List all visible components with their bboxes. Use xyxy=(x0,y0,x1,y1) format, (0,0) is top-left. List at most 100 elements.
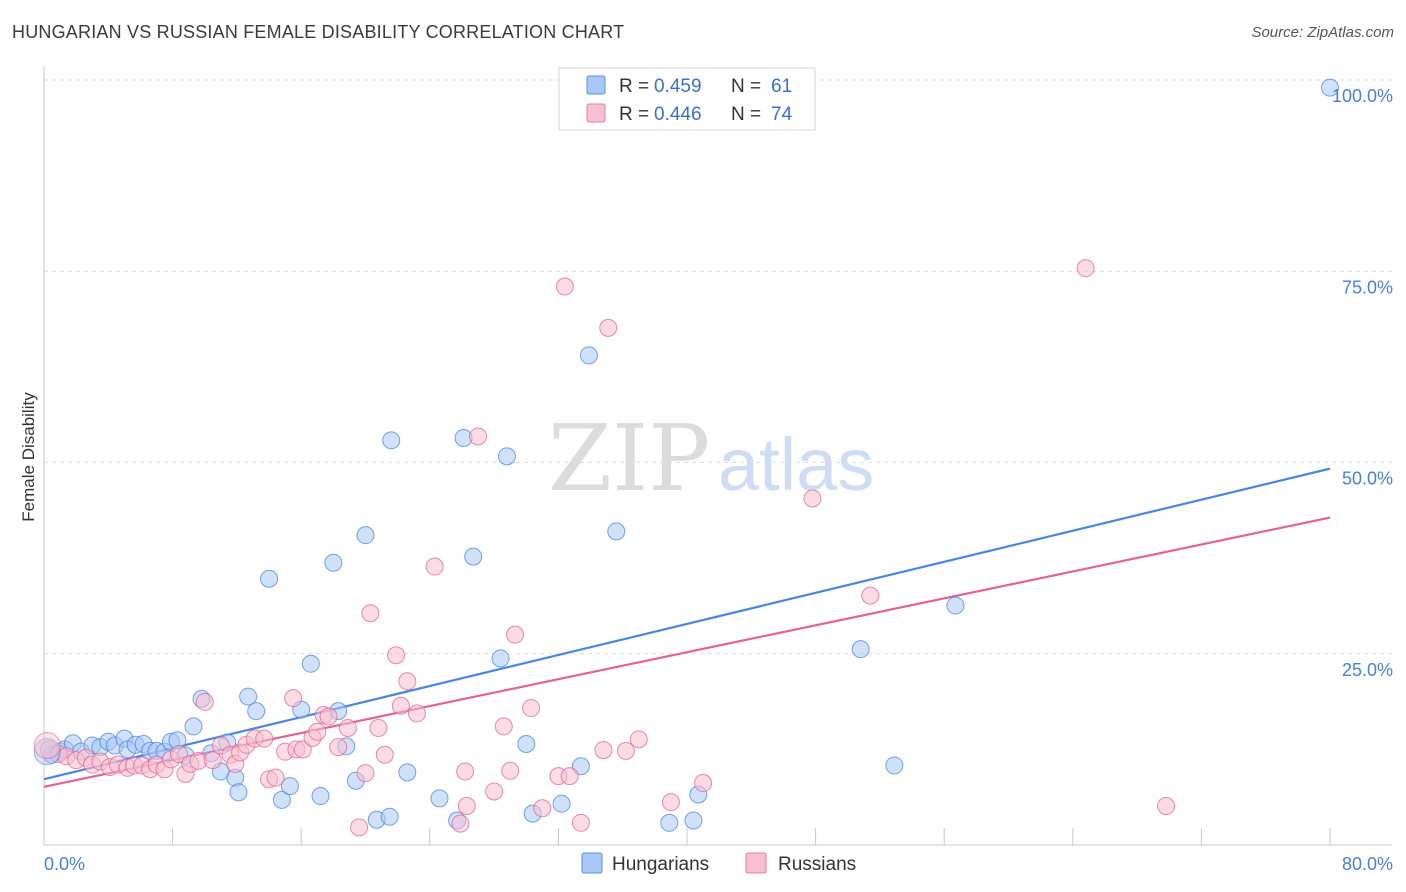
data-point-hungarians xyxy=(552,794,571,813)
data-point-russians xyxy=(803,489,822,508)
data-point-hungarians xyxy=(497,447,516,466)
data-point-hungarians xyxy=(33,738,61,766)
trend-lines xyxy=(43,467,1331,788)
data-point-russians xyxy=(284,689,303,708)
legend-r-label: R = xyxy=(619,76,649,97)
data-point-russians xyxy=(338,718,357,737)
legend-n-label: N = xyxy=(731,76,761,97)
data-point-russians xyxy=(629,730,648,749)
data-point-russians xyxy=(293,740,312,759)
data-point-russians xyxy=(407,704,426,723)
legend-r-value: 0.446 xyxy=(654,104,702,125)
legend-row-hungarians: R = 0.459 N = 61 xyxy=(586,75,792,97)
data-point-russians xyxy=(571,813,590,832)
data-point-russians xyxy=(456,762,475,781)
data-point-hungarians xyxy=(571,757,590,776)
data-point-hungarians xyxy=(491,649,510,668)
legend-swatch-russians xyxy=(586,103,606,123)
legend-n-value: 61 xyxy=(771,76,792,97)
data-point-hungarians xyxy=(229,783,248,802)
data-point-hungarians xyxy=(851,640,870,659)
data-point-russians xyxy=(170,744,189,763)
data-point-russians xyxy=(594,741,613,760)
legend-bottom-swatch-russians xyxy=(745,852,767,874)
data-point-hungarians xyxy=(607,522,626,541)
data-point-russians xyxy=(319,707,338,726)
x-tick-label: 80.0% xyxy=(1342,854,1393,874)
data-point-hungarians xyxy=(272,790,291,809)
chart-title: HUNGARIAN VS RUSSIAN FEMALE DISABILITY C… xyxy=(12,22,625,42)
data-point-hungarians xyxy=(356,526,375,545)
legend-r-label: R = xyxy=(619,104,649,125)
legend-bottom: Hungarians Russians xyxy=(581,852,856,875)
data-point-russians xyxy=(505,625,524,644)
data-point-hungarians xyxy=(885,756,904,775)
y-tick-label: 25.0% xyxy=(1342,660,1393,680)
data-point-russians xyxy=(494,717,513,736)
data-point-russians xyxy=(329,738,348,757)
data-point-russians xyxy=(661,793,680,812)
data-point-russians xyxy=(266,768,285,787)
data-point-russians xyxy=(616,741,635,760)
y-tick-label: 75.0% xyxy=(1342,277,1393,297)
data-point-hungarians xyxy=(311,787,330,806)
data-point-russians xyxy=(1157,796,1176,815)
data-point-russians xyxy=(599,318,618,337)
data-point-russians xyxy=(33,732,61,760)
data-points xyxy=(33,78,1339,837)
data-point-russians xyxy=(203,751,222,770)
x-tick-label: 0.0% xyxy=(44,854,85,874)
data-point-hungarians xyxy=(579,346,598,365)
data-point-russians xyxy=(469,427,488,446)
data-point-hungarians xyxy=(260,569,279,588)
data-point-hungarians xyxy=(684,811,703,830)
y-tick-label: 100.0% xyxy=(1332,86,1393,106)
data-point-russians xyxy=(425,557,444,576)
watermark-atlas: atlas xyxy=(718,423,874,506)
data-point-hungarians xyxy=(660,813,679,832)
data-point-russians xyxy=(560,767,579,786)
data-point-russians xyxy=(533,799,552,818)
data-point-russians xyxy=(861,586,880,605)
data-point-hungarians xyxy=(382,431,401,450)
watermark-zip: ZIP xyxy=(548,405,710,512)
data-point-russians xyxy=(457,796,476,815)
series-russians xyxy=(39,259,1176,837)
source-label: Source: ZipAtlas.com xyxy=(1251,24,1394,41)
watermark: ZIP atlas xyxy=(548,405,874,512)
data-point-hungarians xyxy=(946,596,965,615)
legend-top: R = 0.459 N = 61 R = 0.446 N = 74 xyxy=(558,67,816,131)
data-point-hungarians xyxy=(247,702,266,721)
data-point-russians xyxy=(1076,259,1095,278)
legend-swatch-hungarians xyxy=(586,75,606,95)
data-point-hungarians xyxy=(464,547,483,566)
legend-row-russians: R = 0.446 N = 74 xyxy=(586,103,793,125)
data-point-hungarians xyxy=(380,807,399,826)
data-point-russians xyxy=(398,672,417,691)
data-point-hungarians xyxy=(301,654,320,673)
y-tick-label: 50.0% xyxy=(1342,469,1393,489)
data-point-hungarians xyxy=(184,717,203,736)
legend-bottom-label-hungarians: Hungarians xyxy=(612,854,709,875)
axes xyxy=(43,66,1392,846)
data-point-russians xyxy=(369,718,388,737)
data-point-russians xyxy=(255,729,274,748)
data-point-hungarians xyxy=(239,687,258,706)
legend-bottom-swatch-hungarians xyxy=(581,852,603,874)
trend-line-hungarians xyxy=(43,467,1331,781)
y-axis-title: Female Disability xyxy=(19,392,38,522)
tick-labels: 25.0% 50.0% 75.0% 100.0% 0.0% 80.0% xyxy=(44,86,1393,874)
data-point-russians xyxy=(356,764,375,783)
legend-n-value: 74 xyxy=(771,104,793,125)
data-point-russians xyxy=(391,696,410,715)
data-point-russians xyxy=(522,699,541,718)
data-point-russians xyxy=(375,745,394,764)
data-point-hungarians xyxy=(517,735,536,754)
grid xyxy=(44,79,1392,655)
data-point-russians xyxy=(195,692,214,711)
data-point-russians xyxy=(308,722,327,741)
legend-r-value: 0.459 xyxy=(654,76,702,97)
data-point-russians xyxy=(501,761,520,780)
data-point-russians xyxy=(555,277,574,296)
